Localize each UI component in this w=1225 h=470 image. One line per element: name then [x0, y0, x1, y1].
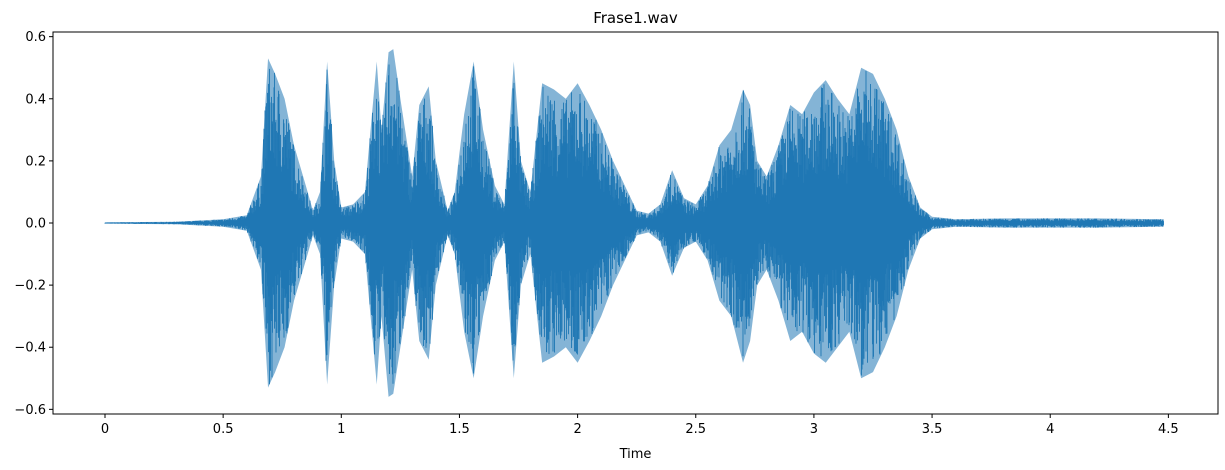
x-tick-label: 1.5: [449, 422, 470, 437]
y-tick-label: 0.0: [25, 217, 46, 232]
x-tick-label: 3: [810, 422, 818, 437]
x-tick-label: 2.5: [685, 422, 706, 437]
x-tick-label: 1: [337, 422, 345, 437]
x-axis: 0 0.5 1 1.5 2 2.5 3 3.5 4 4.5: [101, 414, 1179, 437]
y-axis: −0.6 −0.4 −0.2 0.0 0.2 0.4 0.6: [14, 30, 53, 418]
x-tick-label: 0.5: [213, 422, 234, 437]
y-tick-label: −0.6: [14, 403, 46, 418]
waveform-series-0: [104, 64, 1164, 385]
x-tick-label: 0: [101, 422, 109, 437]
y-tick-label: 0.2: [25, 154, 46, 169]
x-axis-label: Time: [619, 447, 652, 462]
x-tick-label: 2: [573, 422, 581, 437]
plot-area: [104, 49, 1164, 397]
y-tick-label: −0.2: [14, 279, 46, 294]
y-tick-label: 0.6: [25, 30, 46, 45]
y-tick-label: −0.4: [14, 341, 46, 356]
x-tick-label: 4.5: [1158, 422, 1179, 437]
chart-title: Frase1.wav: [593, 9, 678, 27]
y-tick-label: 0.4: [25, 92, 46, 107]
x-tick-label: 4: [1046, 422, 1054, 437]
x-tick-label: 3.5: [922, 422, 943, 437]
